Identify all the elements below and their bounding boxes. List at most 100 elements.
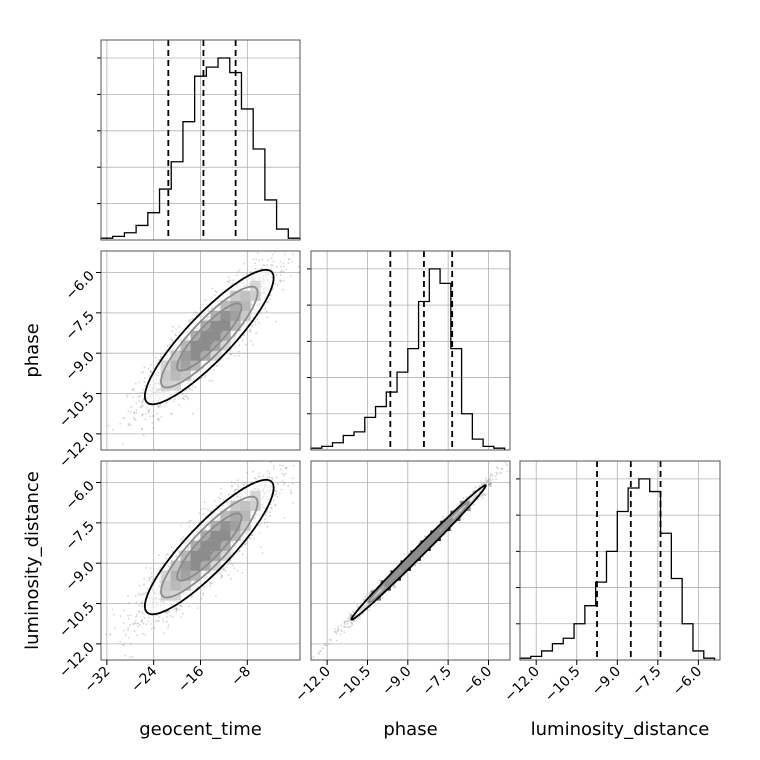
joint-content	[101, 233, 303, 450]
sample-point	[500, 468, 503, 470]
sample-point	[277, 458, 279, 460]
sample-point	[228, 281, 230, 283]
sample-point	[171, 330, 174, 333]
sample-point	[129, 424, 132, 426]
histogram-geocent_time	[100, 57, 301, 240]
sample-point	[147, 620, 150, 623]
sample-point	[122, 417, 125, 420]
sample-point	[119, 422, 122, 425]
sample-point	[269, 294, 272, 296]
sample-point	[343, 621, 346, 624]
sample-point	[170, 413, 173, 415]
sample-point	[144, 377, 146, 380]
sample-point	[301, 253, 303, 255]
sample-point	[141, 601, 144, 604]
sample-point	[192, 412, 194, 415]
sample-point	[202, 592, 204, 595]
sample-point	[241, 572, 244, 574]
sample-point	[203, 507, 206, 510]
sample-point	[238, 269, 241, 272]
sample-point	[166, 612, 168, 614]
sample-point	[209, 581, 212, 584]
sample-point	[275, 454, 277, 456]
sample-point	[270, 263, 273, 266]
sample-point	[143, 380, 146, 383]
sample-point	[301, 233, 303, 235]
sample-point	[211, 379, 214, 382]
sample-point	[271, 264, 274, 267]
sample-point	[228, 560, 231, 563]
sample-point	[140, 371, 143, 374]
sample-point	[141, 413, 144, 416]
sample-point	[282, 262, 285, 265]
sample-point	[133, 623, 136, 625]
sample-point	[252, 343, 255, 346]
sample-point	[231, 282, 234, 285]
sample-point	[422, 555, 425, 558]
sample-point	[244, 543, 246, 546]
sample-point	[274, 283, 277, 286]
sample-point	[265, 310, 268, 313]
sample-point	[238, 549, 241, 552]
sample-point	[141, 611, 144, 614]
sample-point	[237, 479, 239, 481]
sample-point	[290, 492, 293, 494]
sample-point	[220, 487, 223, 490]
sample-point	[251, 325, 253, 327]
sample-point	[182, 393, 185, 395]
sample-point	[196, 312, 199, 314]
sample-point	[165, 553, 168, 556]
sample-point	[129, 656, 132, 658]
sample-point	[142, 371, 145, 373]
sample-point	[325, 404, 327, 406]
sample-point	[243, 543, 246, 546]
sample-point	[135, 614, 138, 616]
sample-point	[266, 470, 269, 473]
sample-point	[180, 538, 183, 541]
sample-point	[151, 422, 154, 424]
sample-point	[124, 633, 127, 636]
sample-point	[164, 611, 167, 614]
sample-point	[237, 271, 240, 273]
sample-point	[158, 358, 160, 361]
sample-point	[138, 610, 141, 613]
sample-point	[339, 633, 342, 636]
sample-point	[191, 595, 194, 597]
sample-point	[133, 389, 135, 392]
sample-point	[267, 259, 269, 261]
sample-point	[213, 369, 216, 371]
sample-point	[135, 409, 138, 412]
sample-point	[137, 395, 140, 398]
sample-point	[282, 270, 285, 273]
sample-point	[252, 258, 255, 261]
sample-point	[290, 275, 292, 277]
sample-point	[141, 413, 144, 416]
sample-point	[441, 516, 444, 519]
sample-point	[143, 592, 145, 595]
sample-point	[187, 397, 190, 400]
sample-point	[222, 568, 224, 571]
sample-point	[122, 443, 124, 445]
sample-point	[201, 377, 204, 379]
sample-point	[269, 515, 271, 517]
sample-point	[145, 623, 148, 626]
sample-point	[227, 563, 229, 566]
sample-point	[230, 481, 233, 483]
sample-point	[111, 663, 113, 665]
sample-point	[166, 345, 169, 347]
sample-point	[133, 411, 136, 414]
sample-point	[188, 388, 191, 390]
sample-point	[281, 480, 284, 483]
sample-point	[211, 287, 214, 290]
sample-point	[159, 403, 162, 406]
sample-point	[157, 418, 159, 421]
sample-point	[140, 620, 143, 622]
sample-point	[141, 427, 144, 430]
sample-point	[249, 328, 252, 331]
sample-point	[128, 422, 131, 425]
sample-point	[141, 619, 144, 621]
sample-point	[216, 504, 218, 507]
sample-point	[149, 363, 152, 366]
sample-point	[283, 483, 285, 486]
sample-point	[134, 622, 136, 624]
